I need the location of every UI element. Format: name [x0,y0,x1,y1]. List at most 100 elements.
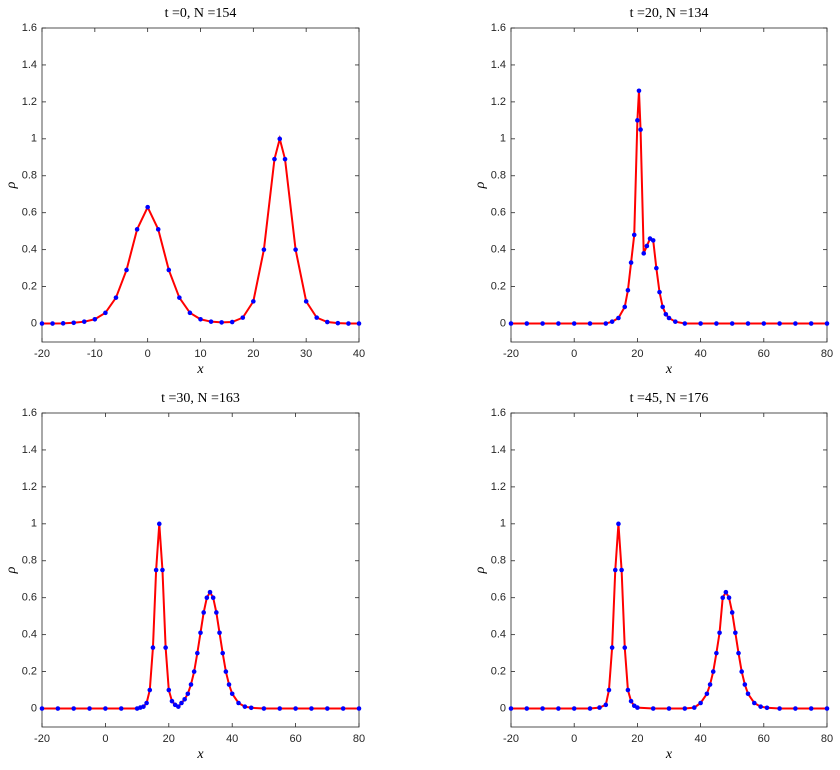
data-point [242,704,248,709]
data-point [752,700,757,706]
chart-title: t =45, N =176 [630,391,709,406]
data-point [293,706,298,711]
y-tick-label: 1.4 [491,444,506,456]
x-tick-label: 20 [247,348,259,360]
y-tick-label: 1 [500,133,506,145]
data-point [508,321,514,326]
data-point [201,610,206,615]
data-point [666,315,672,321]
y-axis-label: ρ [473,566,488,574]
data-point [524,706,530,711]
data-point [764,705,770,711]
data-point [39,706,45,711]
data-point [118,706,124,711]
y-tick-label: 1.4 [491,59,506,71]
data-point [217,630,222,636]
data-point [240,315,246,320]
data-point [650,238,656,243]
data-point [660,304,665,310]
data-point [219,320,224,325]
data-point [229,691,235,697]
x-tick-label: 20 [631,733,643,745]
data-point [622,645,628,650]
data-point [303,299,309,304]
data-point [657,289,662,295]
data-point [92,316,98,322]
x-tick-label: 40 [694,348,706,360]
data-point [682,321,688,326]
y-tick-label: 0.4 [491,629,506,641]
data-point [156,521,162,527]
y-tick-label: 0.6 [22,592,37,604]
y-axis-label: ρ [4,566,19,574]
data-point [87,706,92,711]
x-tick-label: 0 [571,733,577,745]
data-point [163,645,168,650]
data-point [635,118,640,123]
x-tick-label: 80 [821,348,833,360]
data-point [720,595,726,601]
plot-frame [510,412,828,728]
y-tick-label: 0.8 [22,170,37,182]
y-tick-label: 1 [31,518,37,530]
data-point [293,247,298,252]
data-point [185,691,191,697]
x-tick-label: 60 [758,348,770,360]
data-point [325,706,330,711]
data-point [55,706,61,711]
data-point [226,682,232,687]
y-tick-label: 1.2 [22,481,37,493]
x-axis-label: x [665,747,673,762]
data-point [742,682,748,687]
data-point [733,630,738,636]
data-point [191,669,197,674]
x-tick-label: -20 [34,733,50,745]
x-tick-label: -20 [503,348,519,360]
data-point [663,311,669,317]
data-point [682,706,688,711]
data-point [824,321,830,326]
y-axis-label: ρ [4,181,19,189]
data-point [603,321,609,326]
data-point [182,696,187,702]
x-tick-label: 0 [102,733,108,745]
data-point [710,669,716,674]
data-point [160,567,165,573]
y-tick-label: 1.6 [491,22,506,34]
y-tick-label: 1.6 [491,407,506,419]
plot-frame [41,412,360,728]
data-point [556,321,561,326]
data-point [625,287,631,293]
data-point [71,706,76,711]
data-point [150,645,156,650]
data-point [103,706,108,711]
data-point [248,705,254,711]
data-point [39,321,45,326]
data-point [745,691,751,697]
data-point [698,700,703,706]
data-point [134,227,140,232]
data-point [641,251,647,256]
data-point [188,682,194,687]
data-point [704,691,710,697]
data-point [808,706,814,711]
data-point [650,706,656,711]
data-point [698,321,703,326]
data-point [636,88,642,94]
x-tick-label: 0 [571,348,577,360]
x-tick-label: 60 [758,733,770,745]
data-point [587,706,593,711]
y-tick-label: 0 [500,317,506,329]
data-point [145,204,150,210]
y-tick-label: 0.2 [22,665,37,677]
data-point [103,310,108,316]
data-point [616,315,621,321]
y-tick-label: 0.4 [22,629,37,641]
data-point [736,650,741,656]
y-tick-label: 0.8 [491,555,506,567]
data-point [644,243,650,249]
data-point [223,669,229,674]
data-point [187,310,193,316]
data-point [195,650,200,656]
x-tick-label: 80 [353,733,365,745]
